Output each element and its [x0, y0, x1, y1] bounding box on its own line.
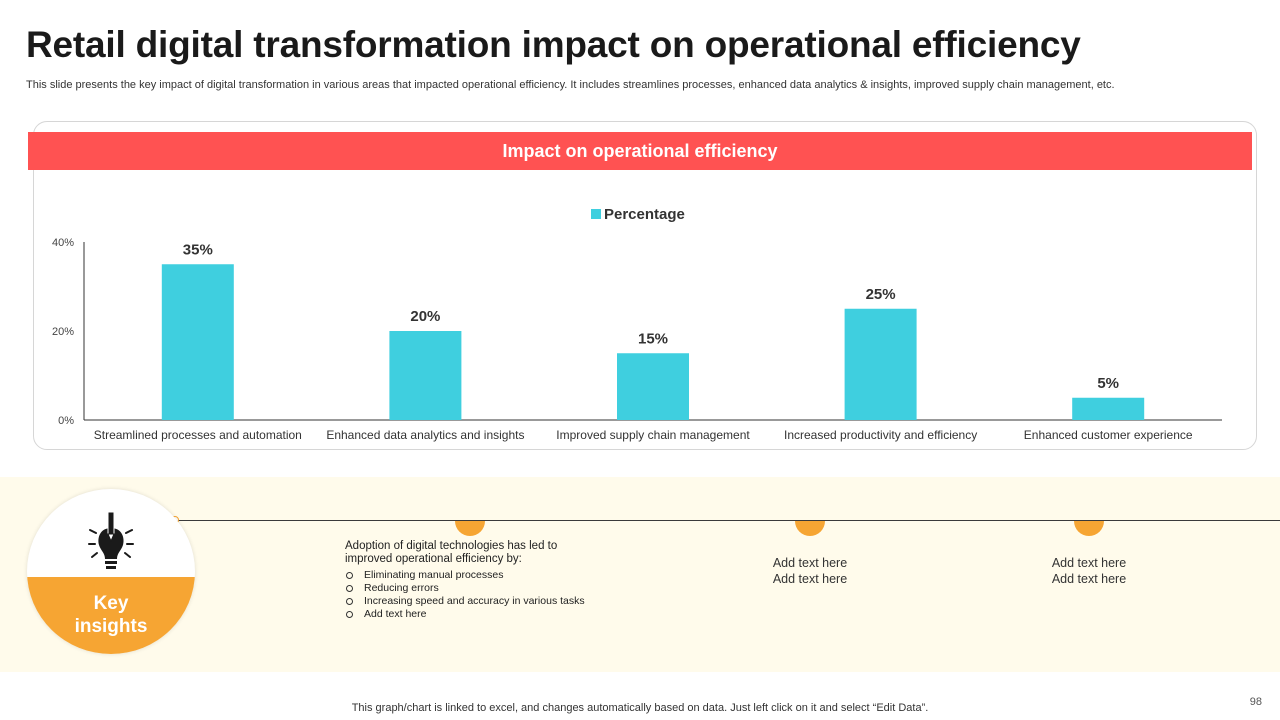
bar [844, 308, 917, 420]
x-tick-label: Increased productivity and efficiency [784, 428, 977, 442]
footer-note: This graph/chart is linked to excel, and… [351, 702, 929, 714]
bar [161, 264, 234, 420]
data-label: 35% [183, 241, 213, 258]
insight-bullet-list: Eliminating manual processes Reducing er… [345, 569, 605, 621]
x-tick-label: Improved supply chain management [556, 428, 750, 442]
data-label: 20% [410, 308, 440, 325]
insight-bullet: Increasing speed and accuracy in various… [345, 595, 605, 608]
bar [617, 353, 689, 420]
bar [389, 331, 462, 420]
key-insights-label: Key insights [27, 592, 195, 638]
insight-bullet: Add text here [345, 608, 605, 621]
insight-bullet: Reducing errors [345, 582, 605, 595]
timeline-marker-1 [455, 521, 485, 536]
key-insights-label-line2: insights [74, 616, 148, 637]
y-tick-label: 0% [58, 415, 74, 427]
bar [1072, 397, 1145, 420]
bar-chart[interactable]: Percentage 0% 20% 40% 35% Streamlined process… [0, 0, 1280, 460]
lightbulb-pencil-icon [88, 511, 134, 569]
placeholder-text-1: Add text here Add text here [745, 555, 875, 587]
timeline-line [175, 520, 1280, 521]
y-tick-label: 20% [52, 326, 74, 338]
key-insights-label-line1: Key [93, 593, 129, 614]
page-subtitle: This slide presents the key impact of di… [26, 79, 1115, 91]
placeholder-1-line2: Add text here [772, 572, 848, 586]
insight-main-text: Adoption of digital technologies has led… [345, 540, 558, 565]
placeholder-2-line1: Add text here [1051, 556, 1127, 570]
insight-main-block: Adoption of digital technologies has led… [345, 540, 605, 621]
page-number: 98 [1249, 696, 1262, 708]
data-label: 25% [866, 286, 896, 303]
insight-bullet: Eliminating manual processes [345, 569, 605, 582]
chart-header: Impact on operational efficiency [28, 132, 1252, 170]
insights-band [0, 477, 1280, 672]
data-label: 15% [638, 330, 668, 347]
placeholder-1-line1: Add text here [772, 556, 848, 570]
legend-label: Percentage [604, 206, 685, 223]
x-tick-label: Enhanced data analytics and insights [326, 428, 524, 442]
legend-swatch [591, 209, 601, 219]
data-label: 5% [1097, 375, 1119, 392]
placeholder-2-line2: Add text here [1051, 572, 1127, 586]
placeholder-text-2: Add text here Add text here [1024, 555, 1154, 587]
x-tick-label: Streamlined processes and automation [94, 428, 302, 442]
timeline-marker-2 [795, 521, 825, 536]
key-insights-badge-fill [27, 577, 195, 654]
x-tick-label: Enhanced customer experience [1024, 428, 1193, 442]
y-tick-label: 40% [52, 237, 74, 249]
timeline-marker-3 [1074, 521, 1104, 536]
page-title: Retail digital transformation impact on … [26, 24, 1081, 65]
